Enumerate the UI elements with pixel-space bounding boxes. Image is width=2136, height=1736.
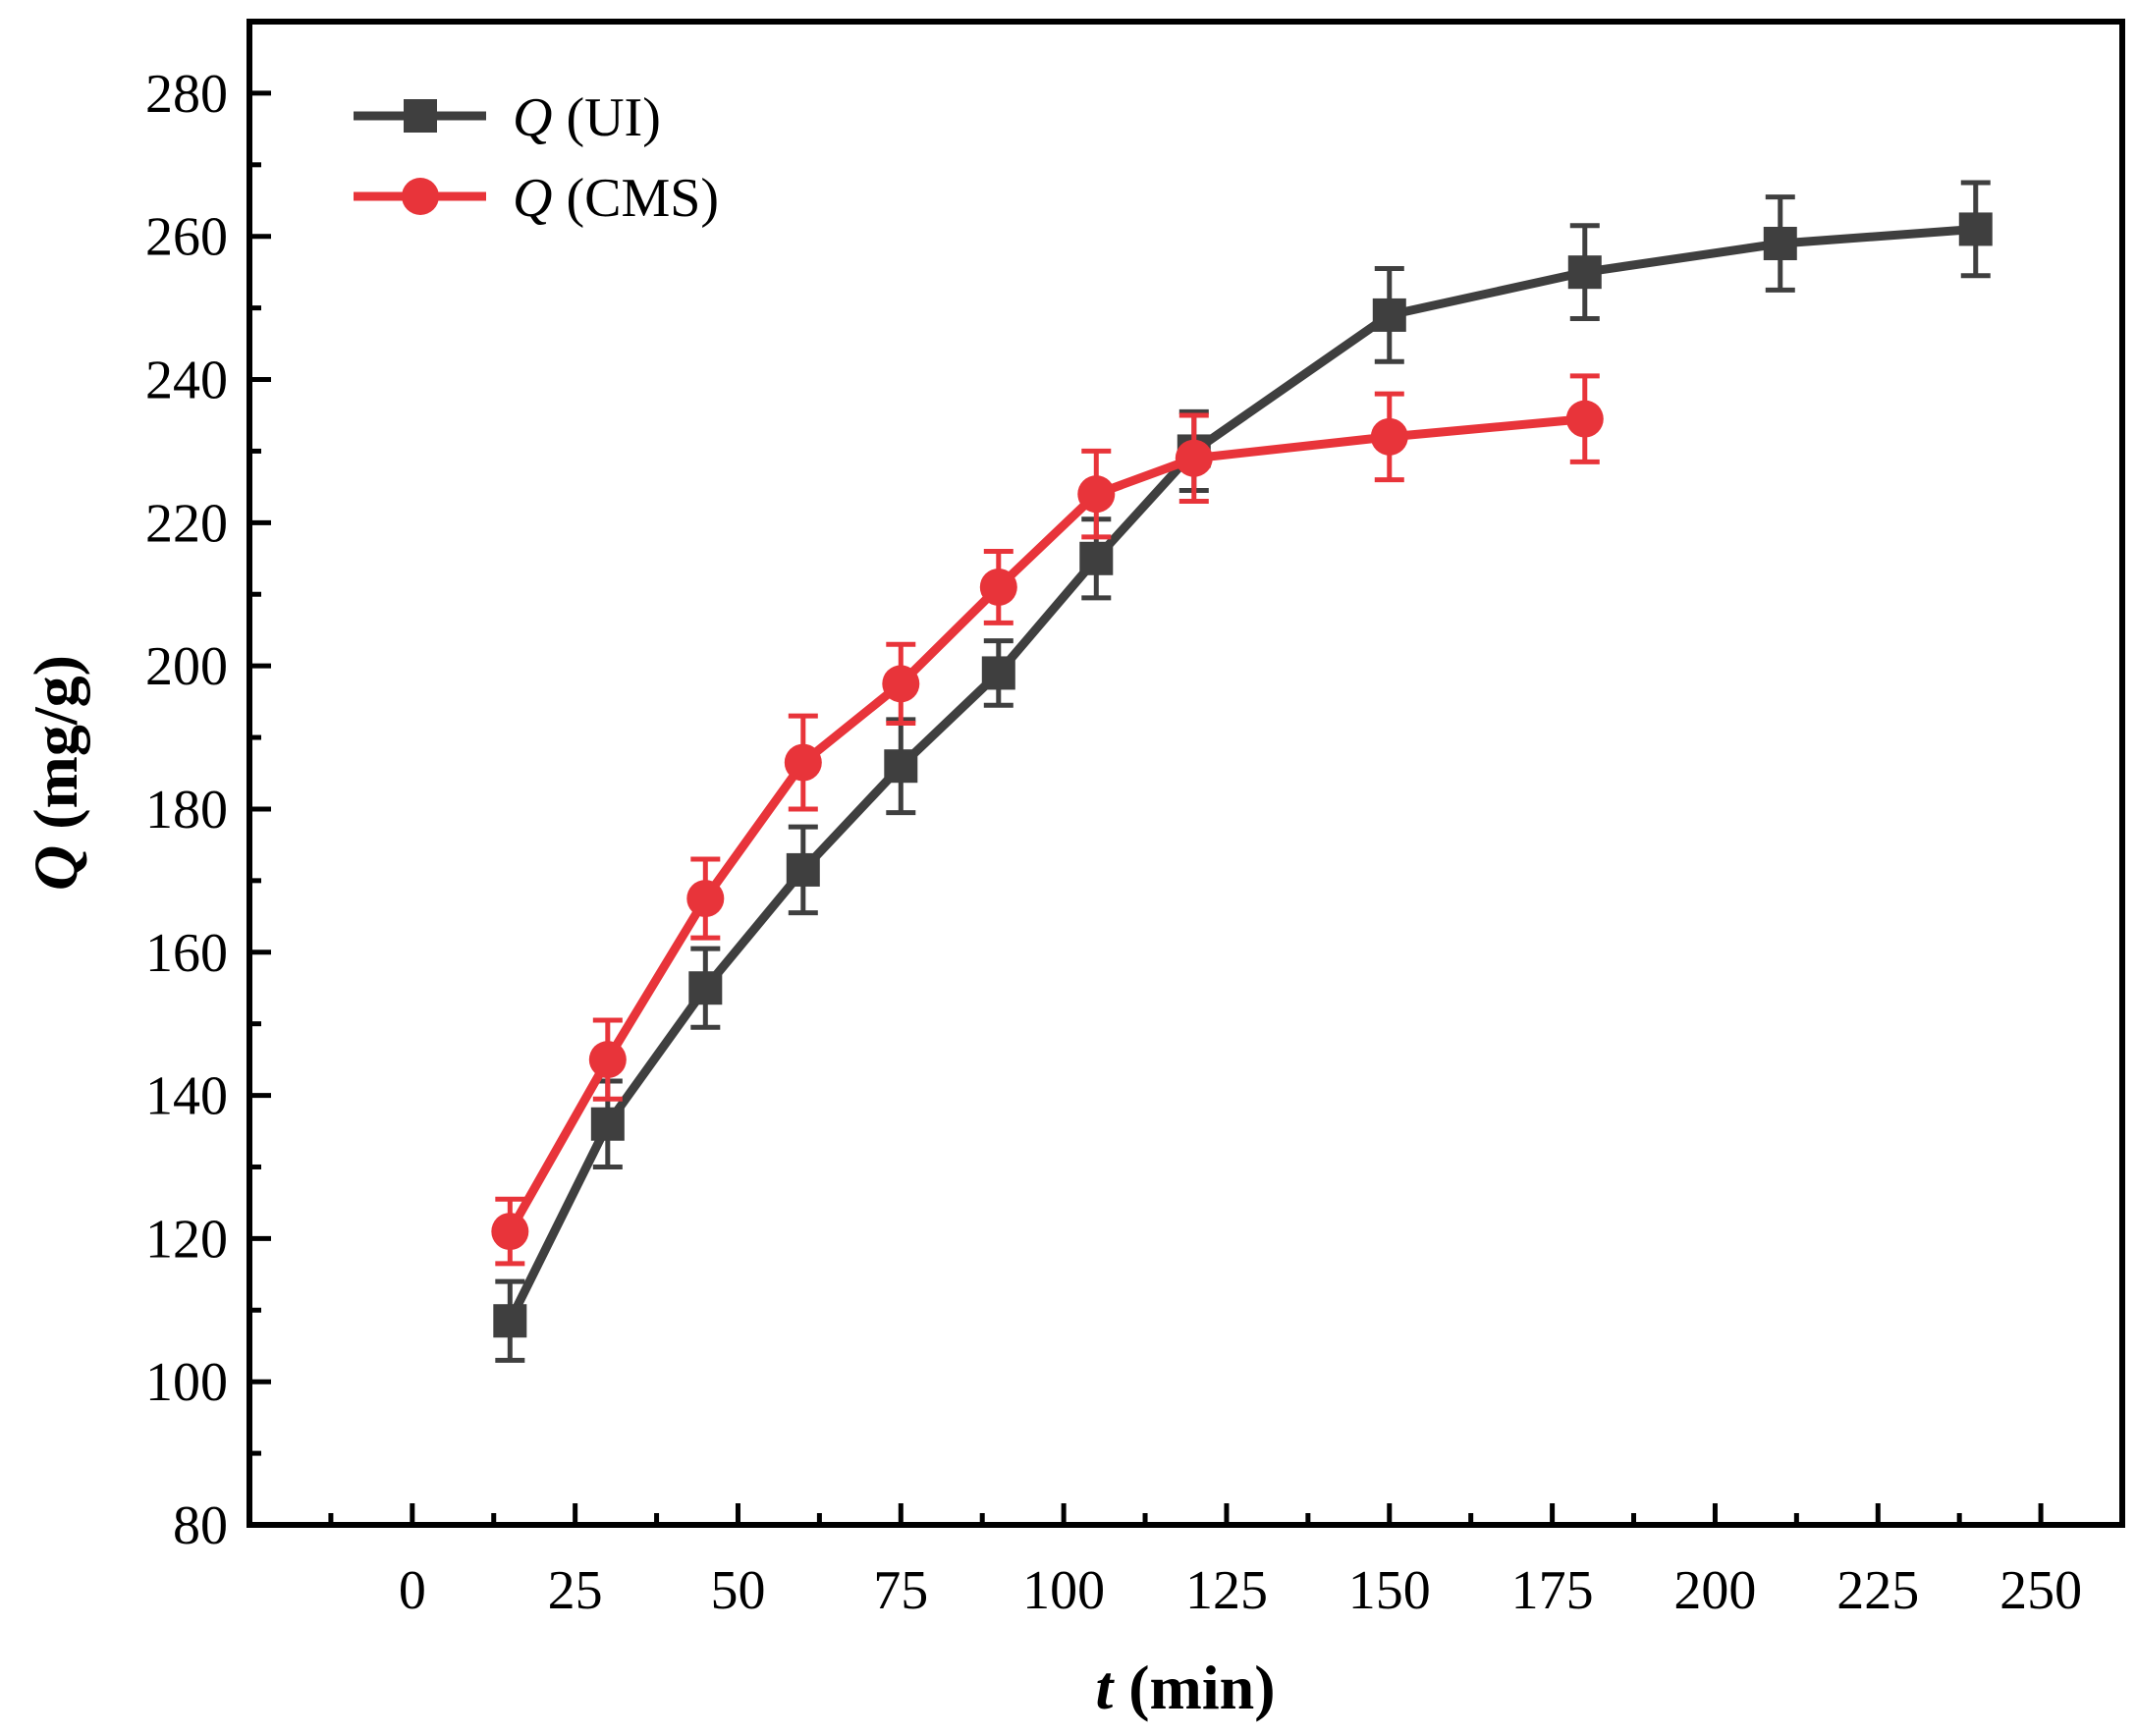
y-tick-label: 280 bbox=[145, 64, 228, 125]
x-tick-label: 25 bbox=[548, 1560, 603, 1621]
data-point bbox=[1565, 400, 1604, 438]
x-tick-label: 225 bbox=[1836, 1560, 1919, 1621]
y-tick-label: 160 bbox=[145, 923, 228, 984]
y-tick-label: 140 bbox=[145, 1066, 228, 1127]
x-tick-label: 75 bbox=[873, 1560, 928, 1621]
y-tick-label: 220 bbox=[145, 493, 228, 554]
data-point bbox=[1567, 255, 1602, 290]
series-line bbox=[506, 414, 1586, 1234]
series-line bbox=[506, 224, 1977, 1324]
data-point bbox=[1370, 417, 1408, 456]
legend-label-cms: Q (CMS) bbox=[513, 168, 719, 229]
y-tick-label: 200 bbox=[145, 636, 228, 697]
y-axis-title: Q (mg/g) bbox=[21, 655, 90, 891]
data-point bbox=[1763, 227, 1797, 261]
data-point bbox=[1077, 475, 1116, 514]
plot-frame bbox=[246, 19, 2125, 1528]
x-tick-label: 200 bbox=[1673, 1560, 1756, 1621]
data-point bbox=[588, 1041, 627, 1079]
series-cms bbox=[491, 373, 1604, 1267]
legend-item-ui: Q (UI) bbox=[354, 87, 661, 148]
data-point bbox=[1372, 298, 1406, 332]
legend-marker-ui bbox=[404, 99, 437, 133]
x-tick-label: 0 bbox=[399, 1560, 426, 1621]
data-point bbox=[1079, 541, 1114, 575]
legend-item-cms: Q (CMS) bbox=[354, 168, 719, 229]
data-point bbox=[884, 749, 918, 784]
data-point bbox=[491, 1213, 529, 1251]
x-tick-label: 125 bbox=[1185, 1560, 1268, 1621]
series-layer bbox=[491, 180, 1993, 1363]
x-axis-title: t (min) bbox=[1095, 1653, 1275, 1722]
data-point bbox=[981, 656, 1015, 690]
y-tick-label: 260 bbox=[145, 207, 228, 268]
data-point bbox=[1958, 212, 1993, 246]
data-point bbox=[688, 971, 723, 1005]
series-ui bbox=[493, 180, 1993, 1363]
y-tick-label: 180 bbox=[145, 780, 228, 841]
y-tick-label: 80 bbox=[173, 1495, 228, 1556]
data-point bbox=[784, 743, 822, 782]
y-tick-label: 100 bbox=[145, 1352, 228, 1413]
data-point bbox=[882, 665, 920, 703]
y-tick-label: 120 bbox=[145, 1209, 228, 1270]
ticks-layer: 0 25 50 75 100 125 150 175 200 225 250 80 100 120 140 1… bbox=[145, 64, 2125, 1621]
legend: Q (UI) Q (CMS) bbox=[354, 87, 719, 229]
data-point bbox=[1175, 439, 1213, 477]
legend-marker-cms bbox=[402, 178, 439, 215]
x-tick-label: 100 bbox=[1022, 1560, 1105, 1621]
legend-label-ui: Q (UI) bbox=[513, 87, 661, 148]
x-tick-label: 50 bbox=[710, 1560, 765, 1621]
data-point bbox=[979, 568, 1017, 606]
data-point bbox=[493, 1304, 527, 1338]
data-point bbox=[686, 880, 725, 918]
data-point bbox=[590, 1107, 625, 1141]
x-tick-label: 250 bbox=[1999, 1560, 2082, 1621]
data-point bbox=[786, 852, 820, 887]
y-tick-label: 240 bbox=[145, 351, 228, 411]
x-tick-label: 150 bbox=[1348, 1560, 1431, 1621]
x-tick-label: 175 bbox=[1511, 1560, 1594, 1621]
